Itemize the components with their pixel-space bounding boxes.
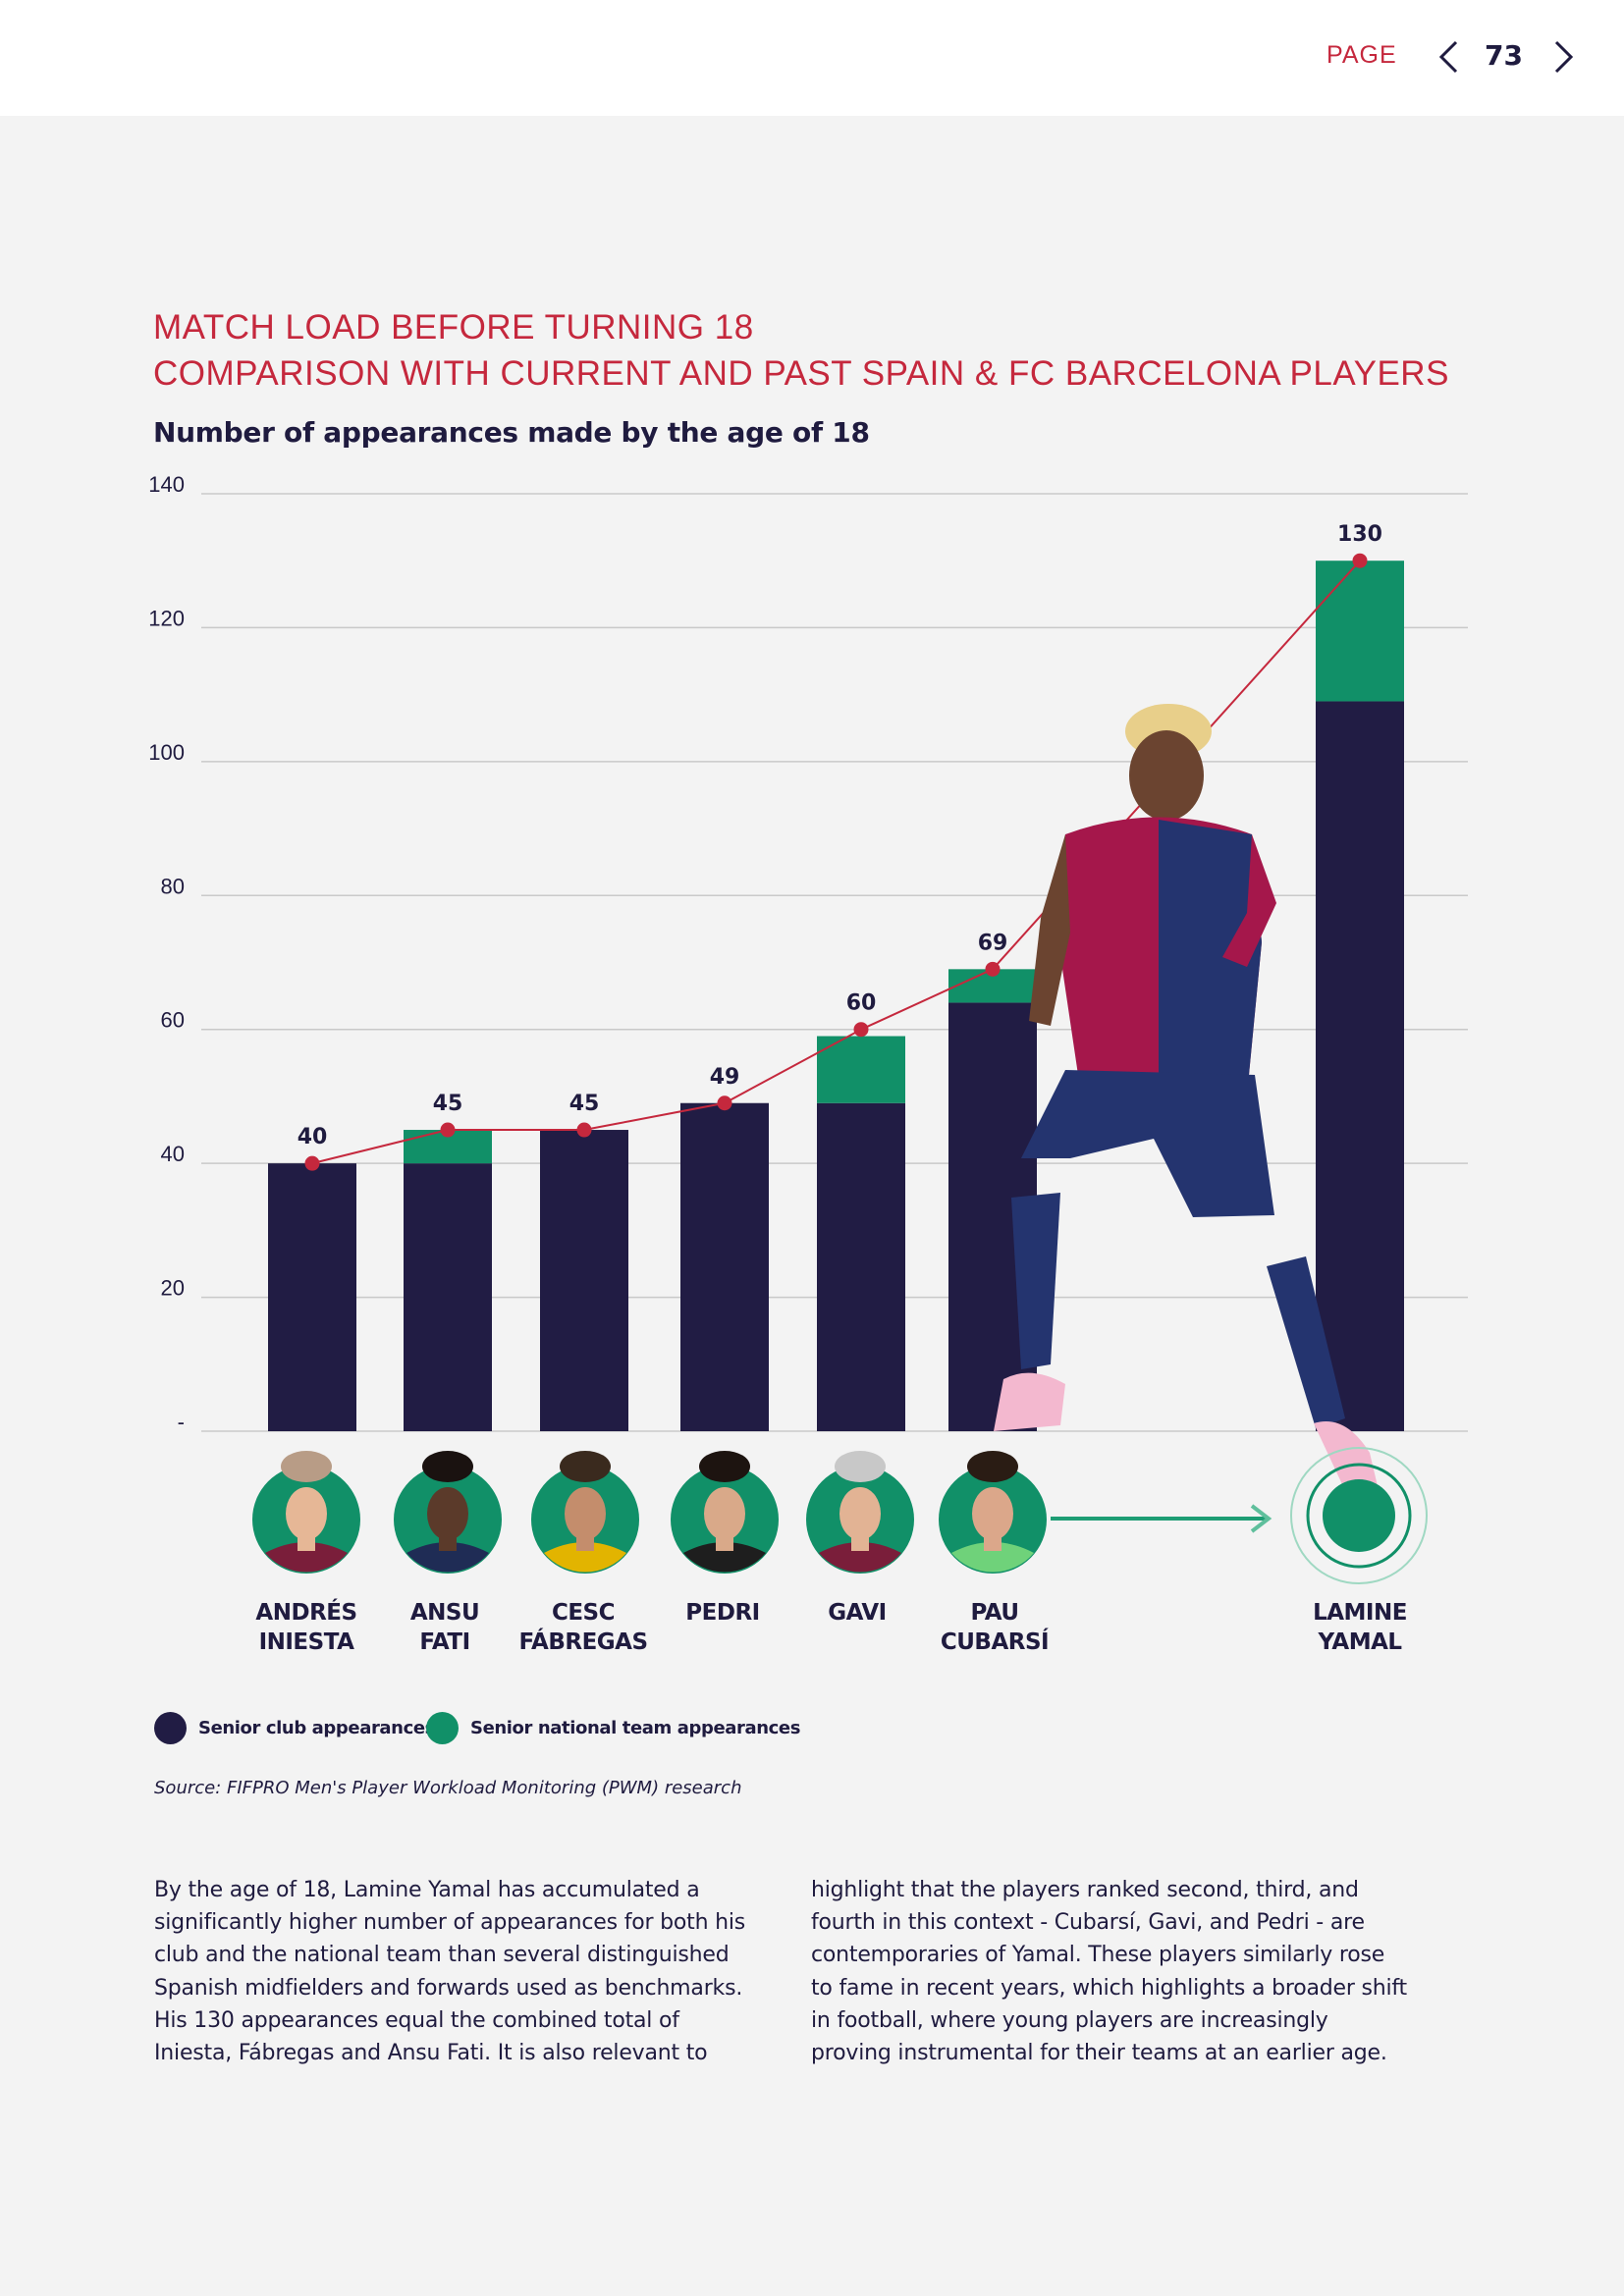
y-tick-label: 120 [148,606,185,630]
trend-line [304,553,1368,1171]
chart-title-line-2: COMPARISON WITH CURRENT AND PAST SPAIN &… [153,354,1449,393]
chevron-right-icon [1554,40,1574,74]
y-tick-label: 40 [161,1142,185,1166]
body-text-left: By the age of 18, Lamine Yamal has accum… [154,1878,746,2066]
player-name-line-1: ANSU [409,1600,480,1626]
y-tick-label: 60 [161,1008,185,1033]
page-number: 73 [1485,39,1523,72]
player-name: PEDRI [624,1598,821,1628]
trend-point [853,1022,869,1038]
bar-club [1316,701,1404,1431]
player-name: ANDRÉS INIESTA [208,1598,405,1657]
player-headshot [939,1451,1047,1574]
value-label: 40 [298,1125,328,1149]
legend-item-national: Senior national team appearances [426,1711,800,1744]
player-headshot [806,1451,914,1574]
player-name-line-2: INIESTA [258,1629,354,1655]
y-tick-label: 140 [148,472,185,497]
value-label: 45 [569,1092,600,1116]
bar-club [817,1102,905,1431]
lamine-yamal-photo [994,704,1382,1512]
player-name: LAMINE YAMAL [1262,1598,1458,1657]
trend-point [1352,553,1368,568]
chart-subtitle: Number of appearances made by the age of… [153,416,870,449]
previous-page-button[interactable] [1430,35,1469,79]
player-headshot [252,1451,360,1574]
bar-national [817,1036,905,1103]
appearances-chart: - 20 40 60 80 100 120 140 40 45 45 49 60 69 130 [148,472,1468,1584]
value-label: 130 [1337,522,1382,547]
player-name-line-2: YAMAL [1318,1629,1402,1655]
lamine-yamal-marker [1290,1447,1428,1584]
y-tick-label: - [178,1410,185,1434]
legend-swatch-national [426,1711,459,1744]
player-name: PAU CUBARSÍ [896,1598,1093,1657]
player-name: CESC FÁBREGAS [485,1598,681,1657]
value-label: 69 [978,931,1008,955]
player-name: ANSU FATI [347,1598,543,1657]
player-headshot [531,1451,639,1574]
player-name-line-2: FATI [419,1629,470,1655]
player-name-line-2: CUBARSÍ [940,1629,1050,1655]
player-name-line-1: PAU [970,1600,1019,1626]
y-tick-label: 100 [148,740,185,765]
progression-arrow [1051,1504,1272,1533]
trend-point [440,1122,456,1138]
player-name-line-1: CESC [551,1600,616,1626]
legend-label-club: Senior club appearances [198,1717,435,1738]
trend-point [576,1122,592,1138]
legend-label-national: Senior national team appearances [470,1717,801,1738]
value-label: 49 [710,1065,740,1090]
player-name-line-2: FÁBREGAS [518,1629,648,1655]
bar-national [1316,561,1404,702]
chart-title: MATCH LOAD BEFORE TURNING 18 COMPARISON … [153,304,1449,397]
trend-point [717,1095,732,1111]
body-text-right: highlight that the players ranked second… [811,1878,1407,2066]
player-name-line-1: ANDRÉS [255,1600,357,1626]
next-page-button[interactable] [1543,35,1583,79]
y-tick-label: 20 [161,1276,185,1301]
top-bar [0,0,1624,116]
chevron-left-icon [1438,40,1458,74]
legend-swatch-club [154,1711,187,1744]
source-note: Source: FIFPRO Men's Player Workload Mon… [154,1778,742,1798]
trend-point [985,961,1001,977]
legend-item-club: Senior club appearances [154,1711,435,1744]
player-name: GAVI [759,1598,955,1628]
page-label: PAGE [1326,41,1397,69]
value-label: 45 [433,1092,463,1116]
value-labels: 40 45 45 49 60 69 130 [298,522,1382,1149]
player-name-line-1: GAVI [828,1600,887,1626]
player-name-line-1: PEDRI [685,1600,760,1626]
player-headshots [252,1451,1047,1574]
bar-club [540,1130,628,1431]
chart-title-line-1: MATCH LOAD BEFORE TURNING 18 [153,308,754,347]
player-name-line-1: LAMINE [1313,1600,1407,1626]
trend-point [304,1155,320,1171]
value-label: 60 [846,991,877,1016]
y-tick-label: 80 [161,874,185,898]
bar-club [680,1102,769,1431]
bar-club [268,1163,356,1431]
player-headshot [394,1451,502,1574]
bar-club [404,1163,492,1431]
player-headshot [671,1451,779,1574]
